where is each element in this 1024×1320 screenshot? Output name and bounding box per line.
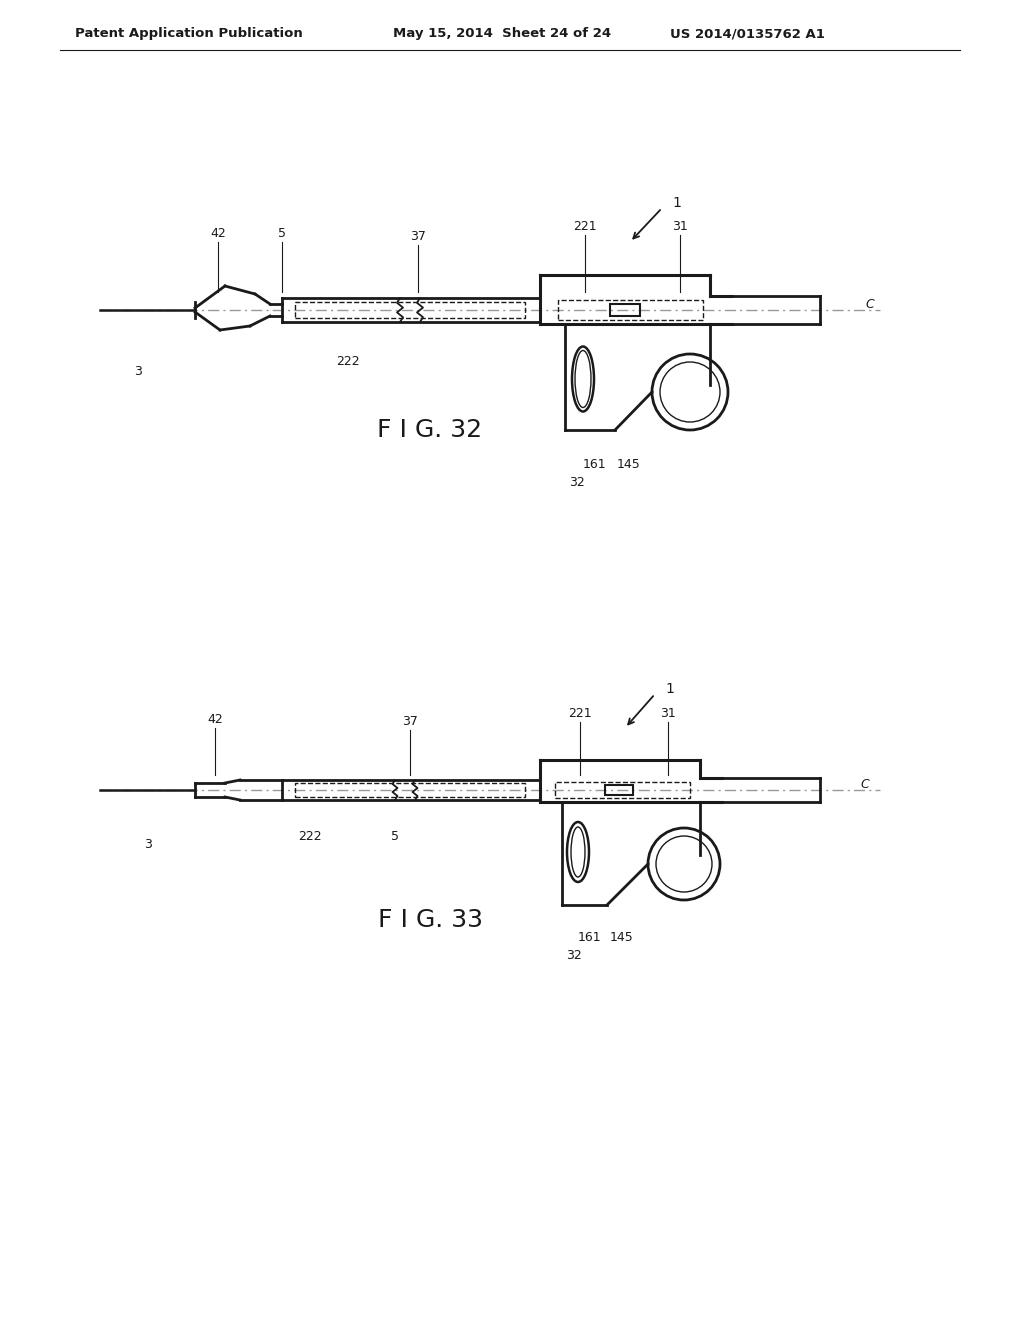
Text: 3: 3	[134, 366, 142, 378]
Text: 161: 161	[578, 931, 602, 944]
Bar	[605, 785, 633, 795]
Text: May 15, 2014  Sheet 24 of 24: May 15, 2014 Sheet 24 of 24	[393, 28, 611, 41]
Text: 37: 37	[402, 715, 418, 729]
Text: 222: 222	[336, 355, 359, 368]
Bar	[610, 304, 640, 315]
Text: 3: 3	[144, 838, 152, 851]
Text: Patent Application Publication: Patent Application Publication	[75, 28, 303, 41]
Text: C: C	[860, 779, 868, 792]
Text: 32: 32	[566, 949, 582, 962]
Text: 145: 145	[610, 931, 634, 944]
Text: 221: 221	[568, 708, 592, 719]
Text: 37: 37	[410, 230, 426, 243]
Text: 31: 31	[672, 220, 688, 234]
Text: 32: 32	[569, 477, 585, 488]
Text: 222: 222	[298, 830, 322, 843]
Text: 161: 161	[583, 458, 606, 471]
Text: 221: 221	[573, 220, 597, 234]
Text: F I G. 33: F I G. 33	[378, 908, 482, 932]
Text: 42: 42	[210, 227, 226, 240]
Text: C: C	[865, 298, 873, 312]
Text: 1: 1	[672, 195, 681, 210]
Text: US 2014/0135762 A1: US 2014/0135762 A1	[670, 28, 825, 41]
Text: 145: 145	[617, 458, 641, 471]
Text: 42: 42	[207, 713, 223, 726]
Text: 5: 5	[391, 830, 399, 843]
Text: 1: 1	[665, 682, 674, 696]
Text: 5: 5	[278, 227, 286, 240]
Text: 31: 31	[660, 708, 676, 719]
Text: F I G. 32: F I G. 32	[378, 418, 482, 442]
